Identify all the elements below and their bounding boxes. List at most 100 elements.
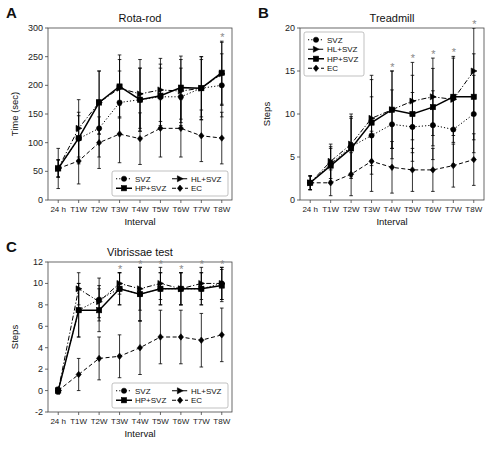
y-tick-label: 12: [33, 257, 43, 267]
error-cap: [370, 191, 374, 192]
error-bar: [308, 176, 312, 190]
y-tick-label: 10: [33, 278, 43, 288]
error-bar: [179, 310, 183, 364]
data-point: [199, 86, 204, 91]
annotation: *: [390, 61, 395, 73]
data-point: [328, 180, 333, 186]
error-cap: [370, 79, 374, 80]
error-bar: [56, 387, 60, 393]
error-bar: [138, 113, 142, 165]
data-point: [471, 94, 476, 99]
error-cap: [308, 189, 312, 190]
legend-box: [112, 171, 228, 196]
data-point: [199, 133, 204, 139]
error-bar: [118, 105, 122, 162]
error-bar: [200, 273, 204, 305]
error-bar: [220, 308, 224, 362]
x-tick-label: T7W: [445, 205, 462, 214]
error-bar: [179, 273, 183, 305]
data-point: [178, 286, 183, 291]
error-cap: [200, 272, 204, 273]
y-tick: [45, 347, 48, 348]
legend-marker: [177, 185, 182, 191]
data-point: [97, 355, 102, 361]
x-tick: [99, 412, 100, 415]
x-tick: [180, 200, 181, 203]
legend: SVZHL+SVZHP+SVZEC: [112, 383, 228, 408]
error-cap: [77, 390, 81, 391]
error-cap: [159, 272, 163, 273]
data-point: [178, 286, 184, 292]
error-cap: [77, 99, 81, 100]
y-tick: [45, 85, 48, 86]
x-tick-label: T8W: [465, 205, 482, 214]
series: [56, 267, 225, 393]
error-cap: [179, 363, 183, 364]
x-tick-label: T7W: [193, 417, 210, 426]
error-cap: [77, 358, 81, 359]
error-cap: [200, 304, 204, 305]
error-bar: [118, 273, 122, 305]
data-point: [349, 146, 354, 151]
y-tick: [45, 28, 48, 29]
data-point: [97, 139, 102, 145]
y-tick-label: 5: [290, 152, 295, 162]
y-axis-label: Time (sec): [9, 92, 20, 137]
error-cap: [118, 334, 122, 335]
error-cap: [308, 175, 312, 176]
x-tick-label: T4W: [132, 417, 149, 426]
legend: SVZHL+SVZHP+SVZEC: [304, 32, 364, 76]
x-tick-label: T6W: [172, 205, 189, 214]
legend-label: HP+SVZ: [327, 55, 358, 64]
data-point: [76, 308, 81, 313]
data-point: [56, 165, 62, 171]
error-cap: [97, 116, 101, 117]
x-tick-label: T7W: [193, 205, 210, 214]
legend-label: SVZ: [135, 175, 151, 184]
error-cap: [431, 191, 435, 192]
panel-label: C: [6, 238, 17, 255]
y-tick: [45, 283, 48, 284]
data-point: [430, 105, 435, 110]
legend-box: [304, 32, 364, 76]
legend-item: HL+SVZ: [172, 175, 222, 184]
y-tick: [45, 142, 48, 143]
error-cap: [138, 320, 142, 321]
legend-marker: [313, 56, 318, 61]
x-tick-label: T5W: [152, 417, 169, 426]
x-tick: [78, 412, 79, 415]
plot-frame: [48, 28, 232, 200]
error-cap: [77, 283, 81, 284]
annotation: *: [410, 52, 415, 64]
y-tick: [45, 56, 48, 57]
data-point: [369, 120, 374, 125]
data-point: [219, 135, 224, 141]
y-tick: [297, 157, 300, 158]
annotation: *: [117, 263, 122, 275]
series: [56, 308, 225, 394]
error-cap: [452, 135, 456, 136]
error-bar: [159, 273, 163, 305]
x-tick: [392, 200, 393, 203]
legend-item: SVZ: [116, 175, 151, 184]
error-cap: [411, 75, 415, 76]
error-bar: [179, 273, 183, 305]
error-cap: [138, 320, 142, 321]
annotation: *: [451, 46, 456, 58]
data-point: [308, 180, 314, 186]
error-bar: [77, 358, 81, 390]
data-point: [219, 70, 224, 75]
y-axis-label: Steps: [9, 325, 20, 350]
data-point: [410, 111, 415, 116]
error-cap: [97, 278, 101, 279]
error-bar: [77, 283, 81, 337]
error-bar: [179, 273, 183, 305]
x-tick-label: 24 h: [50, 205, 66, 214]
error-bar: [200, 57, 204, 120]
data-point: [308, 180, 313, 185]
x-tick: [180, 412, 181, 415]
error-cap: [97, 331, 101, 332]
error-cap: [118, 54, 122, 55]
error-bar: [138, 267, 142, 321]
error-cap: [220, 163, 224, 164]
